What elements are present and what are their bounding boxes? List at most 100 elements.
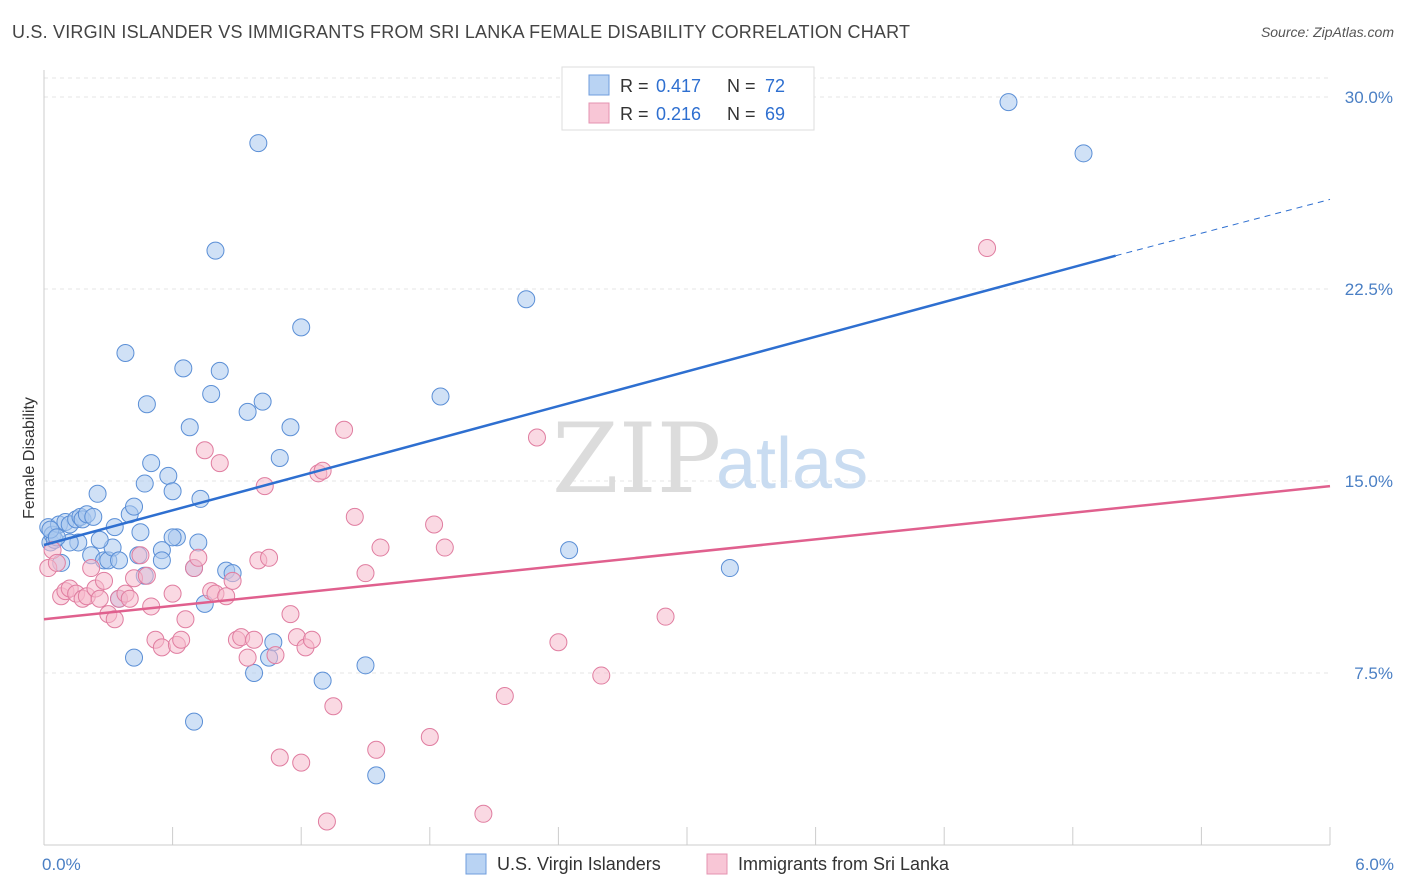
data-point-us-virgin-islanders bbox=[238, 402, 257, 421]
data-point-immigrants-sri-lanka bbox=[152, 638, 171, 657]
data-point-immigrants-sri-lanka bbox=[47, 553, 66, 572]
data-point-us-virgin-islanders bbox=[431, 387, 450, 406]
data-point-immigrants-sri-lanka bbox=[281, 605, 300, 624]
data-point-immigrants-sri-lanka bbox=[90, 589, 109, 608]
data-point-immigrants-sri-lanka bbox=[163, 584, 182, 603]
data-point-us-virgin-islanders bbox=[560, 541, 579, 560]
data-point-us-virgin-islanders bbox=[185, 712, 204, 731]
data-point-immigrants-sri-lanka bbox=[656, 607, 675, 626]
data-point-us-virgin-islanders bbox=[88, 484, 107, 503]
data-point-immigrants-sri-lanka bbox=[260, 548, 279, 567]
data-point-immigrants-sri-lanka bbox=[172, 630, 191, 649]
data-point-immigrants-sri-lanka bbox=[95, 571, 114, 590]
legend-bottom-label-blue: U.S. Virgin Islanders bbox=[497, 854, 661, 874]
y-axis-tick-labels: 7.5% 15.0% 22.5% 30.0% bbox=[1345, 88, 1393, 683]
data-point-us-virgin-islanders bbox=[159, 466, 178, 485]
legend-swatch-blue bbox=[588, 74, 610, 96]
source-credit: Source: ZipAtlas.com bbox=[1260, 24, 1394, 40]
series-legend: U.S. Virgin Islanders Immigrants from Sr… bbox=[465, 853, 950, 875]
legend-bottom-label-pink: Immigrants from Sri Lanka bbox=[738, 854, 950, 874]
trend-line-us-virgin-islanders bbox=[43, 254, 1116, 547]
data-point-us-virgin-islanders bbox=[367, 766, 386, 785]
y-tick-label: 15.0% bbox=[1345, 472, 1393, 491]
data-point-immigrants-sri-lanka bbox=[335, 420, 354, 439]
data-point-immigrants-sri-lanka bbox=[549, 633, 568, 652]
data-point-us-virgin-islanders bbox=[206, 241, 225, 260]
trend-line-immigrants-sri-lanka bbox=[43, 484, 1331, 621]
data-point-us-virgin-islanders bbox=[163, 528, 182, 547]
data-point-immigrants-sri-lanka bbox=[474, 804, 493, 823]
data-point-us-virgin-islanders bbox=[152, 551, 171, 570]
data-point-immigrants-sri-lanka bbox=[195, 441, 214, 460]
data-point-us-virgin-islanders bbox=[174, 359, 193, 378]
trend-line-extension-us-virgin-islanders bbox=[1115, 198, 1331, 257]
data-point-us-virgin-islanders bbox=[84, 507, 103, 526]
y-tick-label: 22.5% bbox=[1345, 280, 1393, 299]
data-point-immigrants-sri-lanka bbox=[82, 559, 101, 578]
correlation-legend: R = 0.417 N = 72 R = 0.216 N = 69 bbox=[561, 66, 815, 131]
data-point-us-virgin-islanders bbox=[131, 523, 150, 542]
data-point-us-virgin-islanders bbox=[189, 533, 208, 552]
data-point-immigrants-sri-lanka bbox=[592, 666, 611, 685]
data-point-immigrants-sri-lanka bbox=[210, 454, 229, 473]
data-point-us-virgin-islanders bbox=[142, 454, 161, 473]
legend-r-value-blue: 0.417 bbox=[656, 76, 701, 96]
data-point-immigrants-sri-lanka bbox=[324, 697, 343, 716]
data-point-immigrants-sri-lanka bbox=[367, 740, 386, 759]
legend-bottom-swatch-pink bbox=[706, 853, 728, 875]
watermark-zip-text: ZIP bbox=[552, 403, 721, 515]
legend-bottom-swatch-blue bbox=[465, 853, 487, 875]
data-point-immigrants-sri-lanka bbox=[238, 648, 257, 667]
data-point-immigrants-sri-lanka bbox=[270, 748, 289, 767]
data-point-us-virgin-islanders bbox=[125, 648, 144, 667]
legend-n-value-pink: 69 bbox=[765, 104, 785, 124]
data-point-us-virgin-islanders bbox=[163, 482, 182, 501]
data-point-us-virgin-islanders bbox=[210, 361, 229, 380]
data-point-us-virgin-islanders bbox=[125, 497, 144, 516]
legend-r-label-pink: R = bbox=[620, 104, 649, 124]
data-point-us-virgin-islanders bbox=[110, 551, 129, 570]
data-point-immigrants-sri-lanka bbox=[978, 239, 997, 258]
x-tick-label-min: 0.0% bbox=[42, 855, 81, 874]
data-point-immigrants-sri-lanka bbox=[189, 548, 208, 567]
data-point-us-virgin-islanders bbox=[292, 318, 311, 337]
data-point-immigrants-sri-lanka bbox=[137, 566, 156, 585]
legend-n-value-blue: 72 bbox=[765, 76, 785, 96]
data-point-us-virgin-islanders bbox=[1074, 144, 1093, 163]
data-point-immigrants-sri-lanka bbox=[120, 589, 139, 608]
x-tick-label-max: 6.0% bbox=[1355, 855, 1394, 874]
legend-n-label-pink: N = bbox=[727, 104, 756, 124]
data-point-us-virgin-islanders bbox=[281, 418, 300, 437]
data-point-us-virgin-islanders bbox=[202, 384, 221, 403]
trend-lines bbox=[43, 198, 1331, 621]
data-point-immigrants-sri-lanka bbox=[131, 546, 150, 565]
data-point-us-virgin-islanders bbox=[253, 392, 272, 411]
data-point-us-virgin-islanders bbox=[137, 395, 156, 414]
data-point-immigrants-sri-lanka bbox=[317, 812, 336, 831]
data-point-immigrants-sri-lanka bbox=[302, 630, 321, 649]
legend-r-label-blue: R = bbox=[620, 76, 649, 96]
data-point-us-virgin-islanders bbox=[90, 530, 109, 549]
data-point-us-virgin-islanders bbox=[180, 418, 199, 437]
data-point-immigrants-sri-lanka bbox=[425, 515, 444, 534]
legend-r-value-pink: 0.216 bbox=[656, 104, 701, 124]
data-point-us-virgin-islanders bbox=[999, 93, 1018, 112]
data-point-us-virgin-islanders bbox=[116, 344, 135, 362]
data-point-immigrants-sri-lanka bbox=[371, 538, 390, 557]
data-point-immigrants-sri-lanka bbox=[266, 646, 285, 665]
data-point-immigrants-sri-lanka bbox=[245, 630, 264, 649]
legend-swatch-pink bbox=[588, 102, 610, 124]
data-point-immigrants-sri-lanka bbox=[495, 687, 514, 706]
data-point-immigrants-sri-lanka bbox=[292, 753, 311, 772]
y-tick-label: 7.5% bbox=[1354, 664, 1393, 683]
x-axis-ticks bbox=[43, 827, 1331, 845]
data-point-us-virgin-islanders bbox=[517, 290, 536, 309]
data-point-immigrants-sri-lanka bbox=[356, 564, 375, 583]
data-point-immigrants-sri-lanka bbox=[223, 571, 242, 590]
data-point-immigrants-sri-lanka bbox=[420, 728, 439, 746]
zipatlas-watermark: ZIP atlas bbox=[552, 403, 868, 515]
chart-title: U.S. VIRGIN ISLANDER VS IMMIGRANTS FROM … bbox=[12, 22, 911, 42]
y-axis-label: Female Disability bbox=[21, 397, 38, 519]
